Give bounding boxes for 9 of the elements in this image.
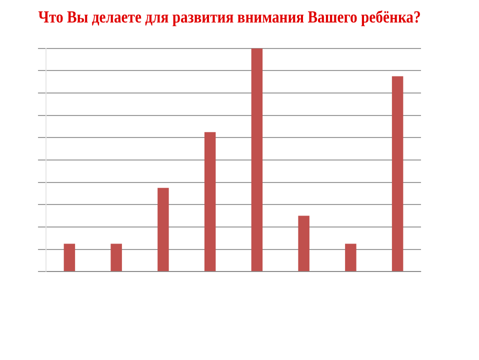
bar	[64, 244, 76, 272]
bar	[392, 76, 404, 272]
chart-title: Что Вы делаете для развития внимания Вашего ребёнка?	[38, 8, 421, 27]
bar	[345, 244, 356, 272]
bar	[110, 244, 122, 272]
bar	[158, 188, 169, 272]
bar	[204, 132, 216, 272]
bar	[251, 48, 263, 272]
bar	[298, 216, 310, 272]
